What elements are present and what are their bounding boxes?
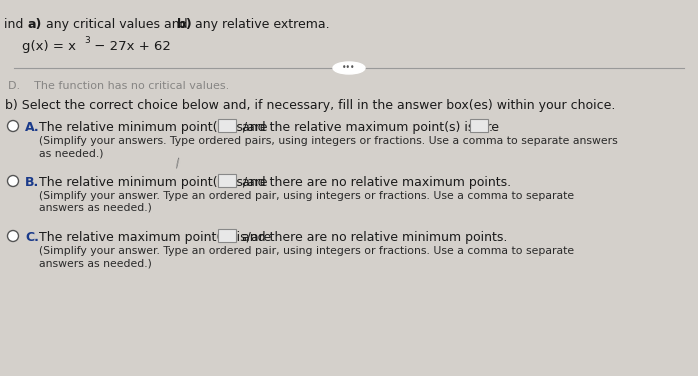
FancyBboxPatch shape — [218, 118, 236, 132]
Text: answers as needed.): answers as needed.) — [39, 258, 152, 268]
Text: (Simplify your answers. Type ordered pairs, using integers or fractions. Use a c: (Simplify your answers. Type ordered pai… — [39, 136, 618, 146]
Text: /: / — [175, 156, 180, 169]
Text: ind: ind — [4, 18, 27, 31]
Text: (Simplify your answer. Type an ordered pair, using integers or fractions. Use a : (Simplify your answer. Type an ordered p… — [39, 246, 574, 256]
Text: B.: B. — [25, 176, 39, 189]
Circle shape — [8, 120, 19, 132]
Text: b) Select the correct choice below and, if necessary, fill in the answer box(es): b) Select the correct choice below and, … — [5, 99, 616, 112]
FancyBboxPatch shape — [470, 118, 488, 132]
Circle shape — [8, 230, 19, 241]
Text: and there are no relative maximum points.: and there are no relative maximum points… — [238, 176, 511, 189]
Text: − 27x + 62: − 27x + 62 — [90, 40, 171, 53]
Text: and the relative maximum point(s) is/are: and the relative maximum point(s) is/are — [238, 121, 499, 134]
Text: D.    The function has no critical values.: D. The function has no critical values. — [8, 81, 229, 91]
FancyBboxPatch shape — [218, 229, 236, 241]
Text: The relative minimum point(s) is/are: The relative minimum point(s) is/are — [39, 176, 267, 189]
Text: g(x) = x: g(x) = x — [22, 40, 76, 53]
Text: The relative minimum point(s) is/are: The relative minimum point(s) is/are — [39, 121, 267, 134]
Text: A.: A. — [25, 121, 40, 134]
Ellipse shape — [333, 62, 365, 74]
Text: The relative maximum point(s) is/are: The relative maximum point(s) is/are — [39, 231, 272, 244]
FancyBboxPatch shape — [218, 173, 236, 186]
Text: a): a) — [28, 18, 43, 31]
Text: 3: 3 — [84, 36, 90, 45]
Text: b): b) — [177, 18, 192, 31]
Text: and there are no relative minimum points.: and there are no relative minimum points… — [238, 231, 507, 244]
Text: (Simplify your answer. Type an ordered pair, using integers or fractions. Use a : (Simplify your answer. Type an ordered p… — [39, 191, 574, 201]
Text: .: . — [489, 121, 493, 134]
Text: as needed.): as needed.) — [39, 148, 103, 158]
Text: any relative extrema.: any relative extrema. — [191, 18, 329, 31]
Text: •••: ••• — [342, 64, 356, 73]
Circle shape — [8, 176, 19, 186]
Text: any critical values and: any critical values and — [42, 18, 192, 31]
Text: answers as needed.): answers as needed.) — [39, 203, 152, 213]
Text: C.: C. — [25, 231, 39, 244]
